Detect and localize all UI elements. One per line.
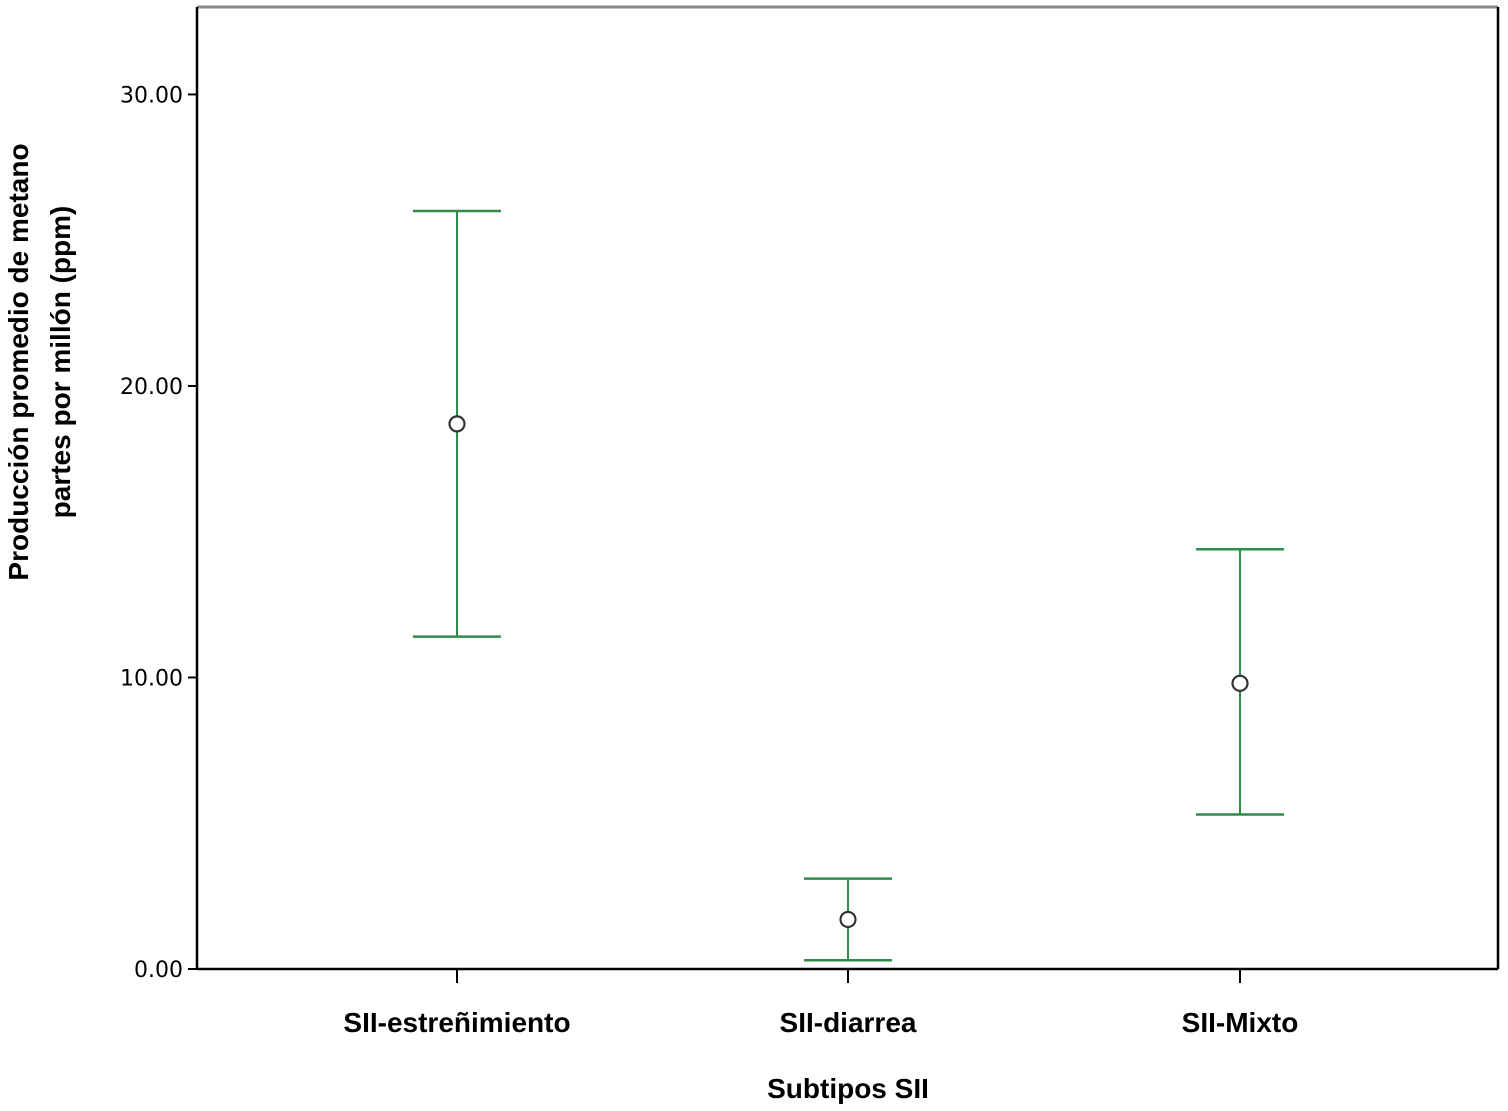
y-tick-label: 30.00 — [120, 83, 183, 108]
mean-marker — [1231, 674, 1249, 692]
x-axis-title: Subtipos SII — [767, 1073, 929, 1104]
y-axis: 0.00 10.00 20.00 30.00 — [120, 83, 197, 983]
x-tick-label: SII-estreñimiento — [343, 1007, 570, 1038]
y-axis-title-line-2: partes por millón (ppm) — [45, 206, 76, 519]
mean-marker — [839, 910, 857, 929]
x-tick-label: SII-Mixto — [1182, 1007, 1299, 1038]
error-bar-series — [413, 209, 1284, 962]
mean-marker — [448, 415, 466, 433]
y-tick-label: 10.00 — [120, 666, 183, 691]
plot-frame — [195, 5, 1500, 971]
x-axis: SII-estreñimiento SII-diarrea SII-Mixto — [343, 969, 1298, 1038]
x-tick-label: SII-diarrea — [780, 1007, 917, 1038]
y-tick-label: 0.00 — [134, 958, 183, 983]
y-tick-label: 20.00 — [120, 375, 183, 400]
y-axis-title-line-1: Producción promedio de metano — [3, 143, 34, 580]
